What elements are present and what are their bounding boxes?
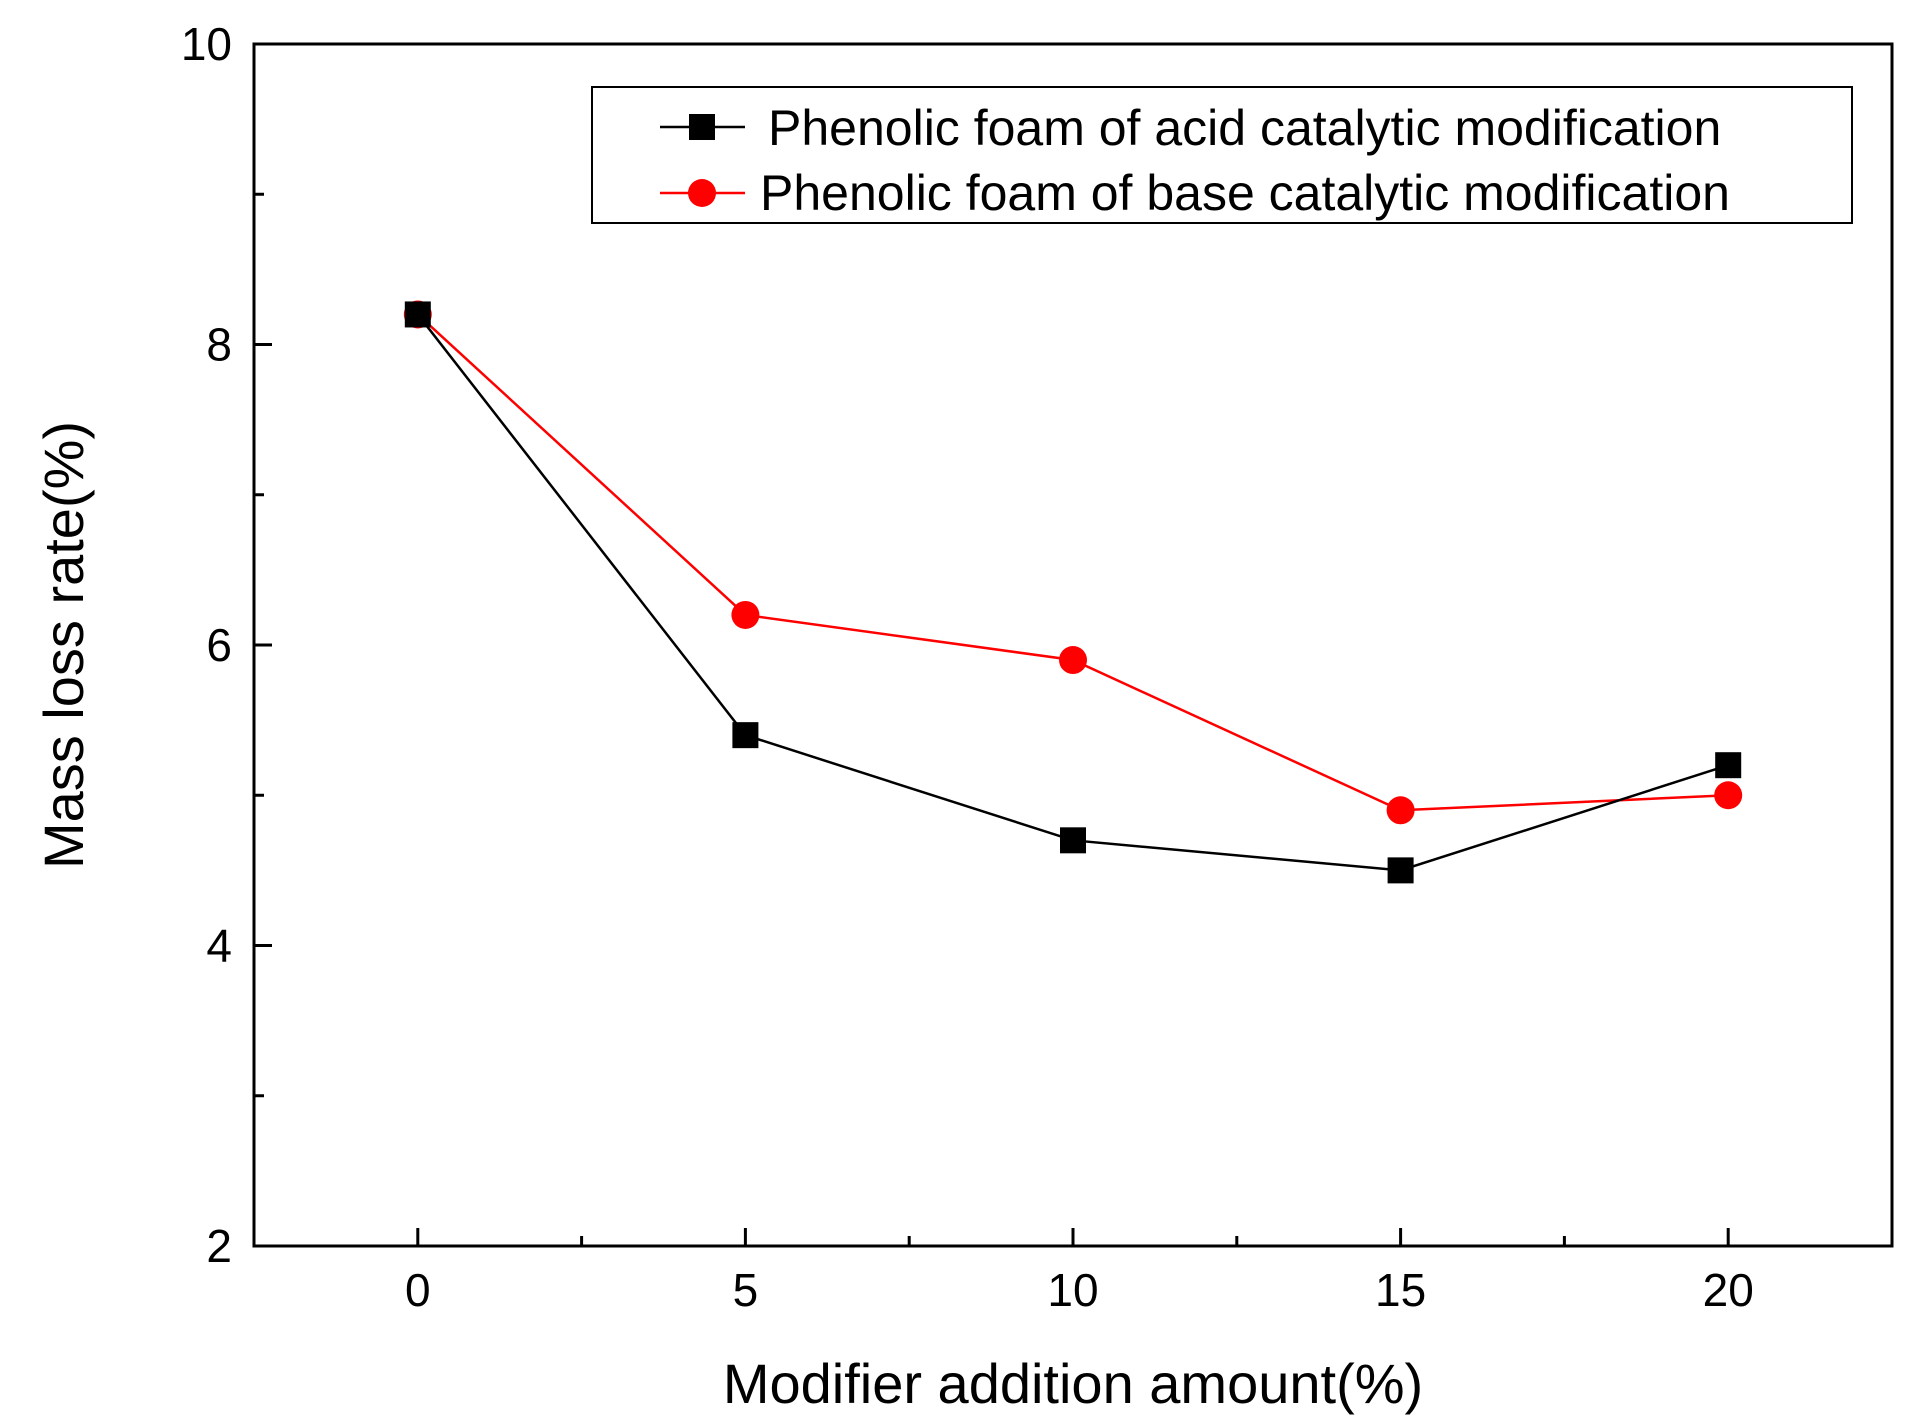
axis-ticks: 0 5 10 15 20 2 4 6 8 10 — [181, 18, 1754, 1316]
legend-label-acid: Phenolic foam of acid catalytic modifica… — [768, 100, 1721, 156]
legend-keys — [660, 114, 745, 207]
x-tick-label: 20 — [1703, 1264, 1754, 1316]
data-point-base — [1386, 796, 1415, 825]
legend-marker-base — [688, 179, 716, 207]
data-point-acid — [732, 722, 759, 749]
data-point-base — [731, 600, 760, 629]
series-markers — [403, 300, 1743, 884]
data-point-acid — [1060, 827, 1086, 854]
data-point-base — [1714, 781, 1743, 810]
y-axis-title: Mass loss rate(%) — [32, 421, 95, 869]
plot-frame — [252, 42, 1894, 1248]
legend-marker-acid — [689, 114, 715, 140]
x-tick-label: 10 — [1047, 1264, 1098, 1316]
series-lines — [416, 313, 1729, 872]
x-tick-label: 5 — [733, 1264, 759, 1316]
y-tick-label: 6 — [206, 619, 232, 671]
data-point-acid — [1387, 857, 1414, 884]
x-tick-label: 15 — [1375, 1264, 1426, 1316]
legend-box — [591, 86, 1853, 224]
y-tick-label: 8 — [206, 319, 232, 371]
y-tick-label: 2 — [206, 1220, 232, 1272]
y-tick-label: 4 — [206, 920, 232, 972]
x-axis-title: Modifier addition amount(%) — [723, 1352, 1423, 1415]
legend-label-base: Phenolic foam of base catalytic modifica… — [760, 165, 1730, 221]
series-line-1 — [416, 313, 1729, 812]
x-tick-label: 0 — [405, 1264, 431, 1316]
data-point-base — [1059, 646, 1087, 675]
data-point-acid — [404, 301, 431, 328]
series-line-0 — [416, 313, 1729, 872]
y-tick-label: 10 — [181, 18, 232, 70]
legend: Phenolic foam of acid catalytic modifica… — [591, 86, 1853, 224]
data-point-acid — [1715, 752, 1742, 779]
